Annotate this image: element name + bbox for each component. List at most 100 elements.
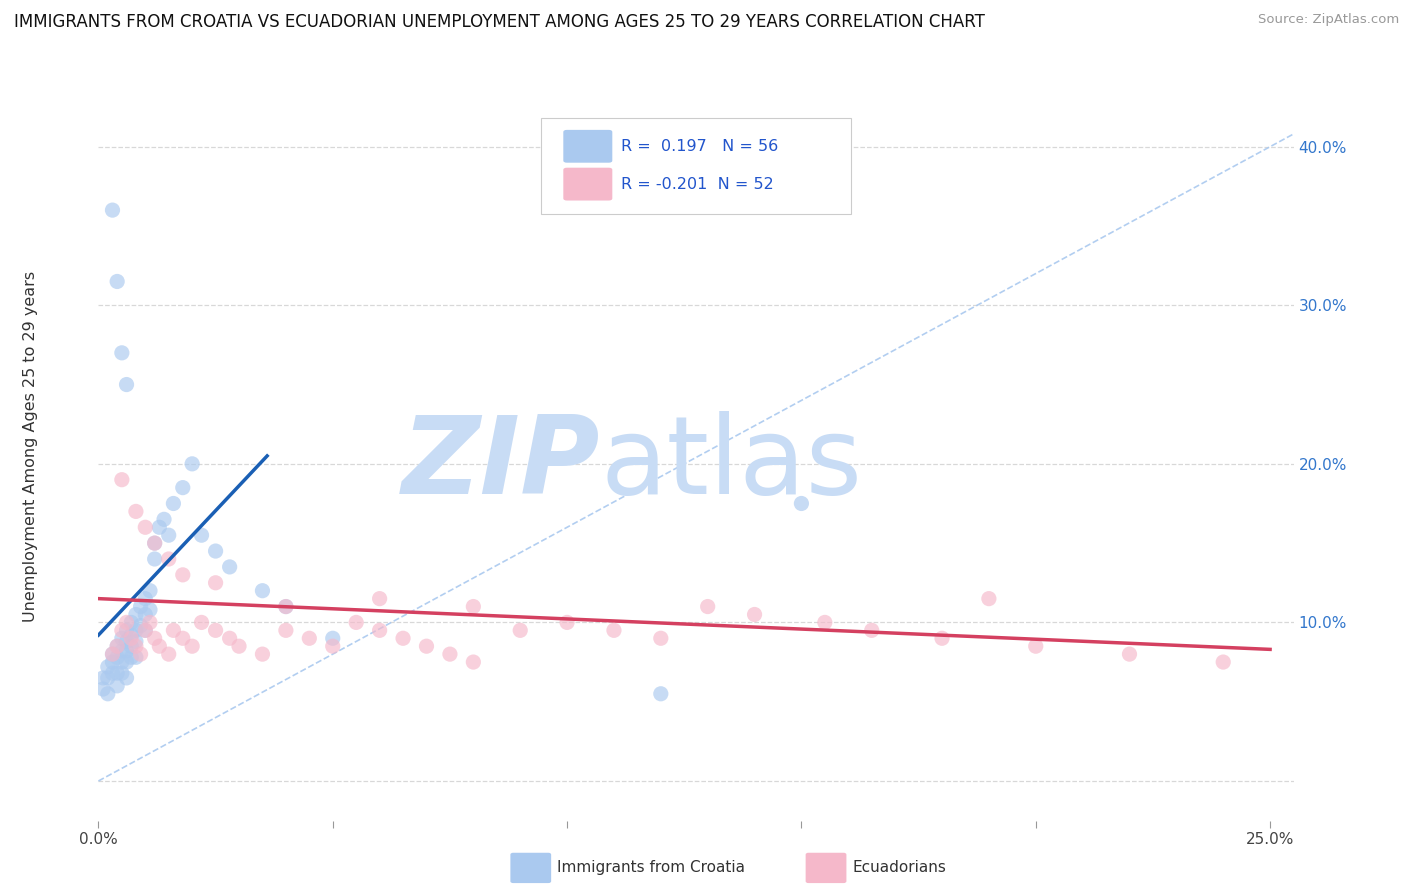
Point xyxy=(931,632,953,646)
Point xyxy=(143,552,166,566)
Text: R = -0.201  N = 52: R = -0.201 N = 52 xyxy=(620,177,773,192)
Point xyxy=(105,639,128,653)
Point xyxy=(172,567,194,582)
Point xyxy=(129,618,152,632)
Point xyxy=(218,632,240,646)
Point xyxy=(134,624,156,638)
Point xyxy=(115,634,138,648)
FancyBboxPatch shape xyxy=(540,118,851,214)
Text: R =  0.197   N = 56: R = 0.197 N = 56 xyxy=(620,139,778,153)
Point xyxy=(125,650,148,665)
Point xyxy=(204,575,226,590)
Text: Ecuadorians: Ecuadorians xyxy=(852,861,946,875)
Point xyxy=(463,599,485,614)
Point xyxy=(157,647,180,661)
Point xyxy=(415,639,437,653)
Point xyxy=(139,583,162,598)
Point xyxy=(129,599,152,614)
Text: IMMIGRANTS FROM CROATIA VS ECUADORIAN UNEMPLOYMENT AMONG AGES 25 TO 29 YEARS COR: IMMIGRANTS FROM CROATIA VS ECUADORIAN UN… xyxy=(14,13,986,31)
Point xyxy=(134,607,156,622)
Point xyxy=(143,536,166,550)
Point xyxy=(111,644,134,658)
Point xyxy=(139,603,162,617)
Point xyxy=(125,639,148,653)
Point xyxy=(555,615,578,630)
Point xyxy=(204,624,226,638)
Point xyxy=(204,544,226,558)
Point xyxy=(101,666,124,681)
Point xyxy=(129,647,152,661)
Point xyxy=(115,644,138,658)
Point xyxy=(1025,639,1047,653)
Point xyxy=(190,528,212,542)
Point xyxy=(125,634,148,648)
Point xyxy=(509,624,531,638)
Point xyxy=(125,624,148,638)
Point xyxy=(91,681,114,696)
Point xyxy=(181,457,204,471)
Point xyxy=(392,632,415,646)
Point xyxy=(105,275,128,289)
Point xyxy=(603,624,626,638)
Point xyxy=(97,660,120,674)
Point xyxy=(105,639,128,653)
Point xyxy=(143,536,166,550)
Point xyxy=(218,560,240,574)
Point xyxy=(143,632,166,646)
Point xyxy=(368,624,391,638)
Point xyxy=(744,607,766,622)
Point xyxy=(111,624,134,638)
Point xyxy=(1212,655,1234,669)
Point xyxy=(322,632,344,646)
Point xyxy=(274,599,297,614)
Point xyxy=(153,512,176,526)
Point xyxy=(105,666,128,681)
Point xyxy=(120,628,142,642)
Point xyxy=(696,599,718,614)
Point xyxy=(274,624,297,638)
Text: atlas: atlas xyxy=(600,411,862,516)
Point xyxy=(111,473,134,487)
Point xyxy=(139,615,162,630)
Point xyxy=(101,655,124,669)
Point xyxy=(162,624,184,638)
Point xyxy=(157,552,180,566)
Point xyxy=(252,583,274,598)
Point xyxy=(148,520,170,534)
Point xyxy=(860,624,883,638)
Point xyxy=(252,647,274,661)
Point xyxy=(814,615,837,630)
Point xyxy=(134,624,156,638)
Text: ZIP: ZIP xyxy=(402,411,600,516)
Point xyxy=(157,528,180,542)
Text: Source: ZipAtlas.com: Source: ZipAtlas.com xyxy=(1258,13,1399,27)
Point xyxy=(125,607,148,622)
Point xyxy=(120,632,142,646)
Point xyxy=(134,520,156,534)
Point xyxy=(120,650,142,665)
Point xyxy=(1118,647,1140,661)
FancyBboxPatch shape xyxy=(564,130,612,162)
Point xyxy=(101,647,124,661)
Point xyxy=(172,632,194,646)
FancyBboxPatch shape xyxy=(564,168,612,201)
Point xyxy=(181,639,204,653)
Point xyxy=(97,687,120,701)
Point xyxy=(111,666,134,681)
Point xyxy=(162,496,184,510)
Point xyxy=(91,671,114,685)
Point xyxy=(111,632,134,646)
Text: Immigrants from Croatia: Immigrants from Croatia xyxy=(557,861,745,875)
Point xyxy=(172,481,194,495)
Point xyxy=(115,624,138,638)
Point xyxy=(111,655,134,669)
Point xyxy=(790,496,813,510)
Point xyxy=(101,203,124,218)
Point xyxy=(120,639,142,653)
Point xyxy=(134,591,156,606)
Point xyxy=(274,599,297,614)
Point xyxy=(115,615,138,630)
Point xyxy=(298,632,321,646)
Point xyxy=(105,650,128,665)
Point xyxy=(125,504,148,518)
